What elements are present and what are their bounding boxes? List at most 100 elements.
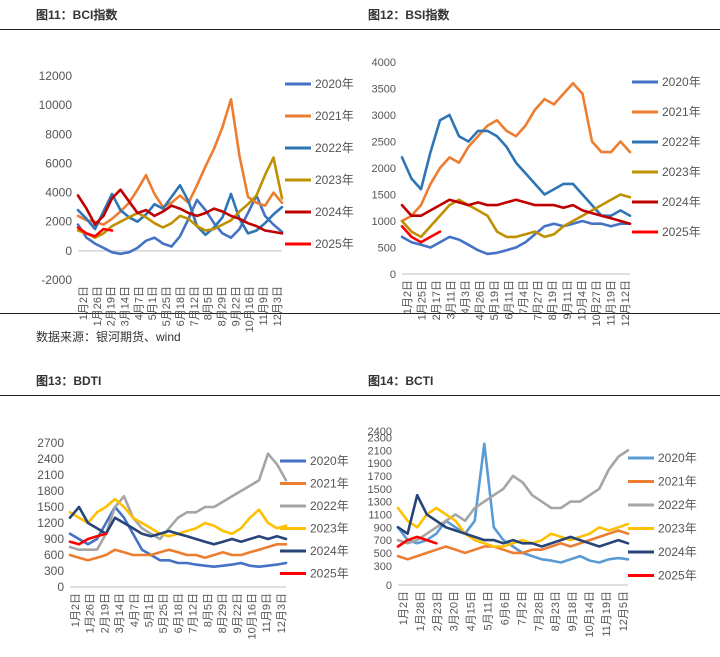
y-tick-label: 700 xyxy=(374,535,392,547)
y-tick-label: 12000 xyxy=(39,69,73,83)
x-tick-label: 8月23日 xyxy=(550,591,562,631)
chart-title-bsi: 图12：BSI指数 xyxy=(368,8,450,22)
y-tick-label: 1500 xyxy=(368,484,392,496)
y-tick-label: 2100 xyxy=(368,445,392,457)
y-tick-label: 1100 xyxy=(368,509,392,521)
series-line-3 xyxy=(396,506,630,548)
series-line-3 xyxy=(76,156,284,239)
x-tick-label: 7月12日 xyxy=(188,593,200,633)
legend-label: 2025年 xyxy=(658,569,697,583)
y-tick-label: 0 xyxy=(390,269,396,281)
y-tick-label: 2500 xyxy=(372,137,396,149)
x-tick-label: 9月11日 xyxy=(562,280,574,320)
bcti-chart: 0 300500700900110013001500170019002100230… xyxy=(368,426,697,637)
x-tick-label: 2月17日 xyxy=(431,280,443,320)
legend-label: 2025年 xyxy=(662,225,701,239)
y-tick-label: 1200 xyxy=(37,516,64,530)
y-tick-label: 8000 xyxy=(45,127,72,141)
y-tick-label: 2000 xyxy=(372,163,396,175)
legend-label: 2020年 xyxy=(310,454,349,468)
x-tick-label: 9月18日 xyxy=(567,591,579,631)
data-source-note: 数据来源：银河期货、wind xyxy=(36,330,181,344)
x-tick-label: 1月2日 xyxy=(78,286,90,320)
lower-rule xyxy=(0,395,720,396)
y-tick-label: 500 xyxy=(374,548,392,560)
y-tick-label: 0 xyxy=(57,580,64,594)
x-tick-label: 5月19日 xyxy=(489,280,501,320)
y-tick-label: 900 xyxy=(44,532,64,546)
series-line-5 xyxy=(76,226,114,238)
y-tick-label: 6000 xyxy=(45,156,72,170)
y-tick-label: 500 xyxy=(378,243,396,255)
x-tick-label: 12月5日 xyxy=(618,591,630,631)
y-tick-label: 3000 xyxy=(372,110,396,122)
x-tick-label: 7月12日 xyxy=(189,286,201,326)
x-tick-label: 4月26日 xyxy=(475,280,487,320)
series-line-4 xyxy=(400,198,632,225)
legend-label: 2020年 xyxy=(662,75,701,89)
x-tick-label: 8月5日 xyxy=(202,593,214,627)
x-tick-label: 5月11日 xyxy=(483,591,495,631)
legend-label: 2022年 xyxy=(315,141,354,155)
chart-title-bci: 图11：BCI指数 xyxy=(36,8,118,22)
x-tick-label: 3月14日 xyxy=(114,593,126,633)
series-line-1 xyxy=(396,529,630,561)
x-tick-label: 8月29日 xyxy=(217,593,229,633)
y-tick-label: 2100 xyxy=(37,468,64,482)
x-tick-label: 4月3日 xyxy=(460,280,472,314)
series-line-4 xyxy=(396,493,630,548)
x-tick-label: 6月18日 xyxy=(173,593,185,633)
x-tick-label: 9月22日 xyxy=(230,286,242,326)
legend-label: 2025年 xyxy=(310,567,349,581)
x-tick-label: 11月9日 xyxy=(258,286,270,326)
series-line-0 xyxy=(76,194,284,256)
legend-label: 2024年 xyxy=(315,205,354,219)
legend-label: 2023年 xyxy=(315,173,354,187)
y-tick-label: 300 xyxy=(44,564,64,578)
series-line-2 xyxy=(400,113,632,217)
x-tick-label: 5月1日 xyxy=(143,593,155,627)
x-tick-label: 4月15日 xyxy=(466,591,478,631)
middle-rule xyxy=(0,313,720,314)
x-tick-label: 10月16日 xyxy=(244,286,256,332)
x-tick-label: 9月22日 xyxy=(232,593,244,633)
x-tick-label: 7月28日 xyxy=(533,591,545,631)
x-tick-label: 11月19日 xyxy=(605,280,617,326)
legend-label: 2020年 xyxy=(658,451,697,465)
x-tick-label: 12月3日 xyxy=(276,593,288,633)
series-line-1 xyxy=(400,81,632,223)
y-tick-label: 1500 xyxy=(372,190,396,202)
x-tick-label: 2月23日 xyxy=(432,591,444,631)
x-tick-label: 1月2日 xyxy=(398,591,410,625)
x-tick-label: 2月19日 xyxy=(106,286,118,326)
x-tick-label: 1月26日 xyxy=(92,286,104,326)
y-tick-label: 2400 xyxy=(368,426,392,438)
x-tick-label: 11月9日 xyxy=(261,593,273,633)
legend-label: 2023年 xyxy=(658,522,697,536)
y-tick-label: 900 xyxy=(374,522,392,534)
x-tick-label: 7月27日 xyxy=(533,280,545,320)
series-line-2 xyxy=(76,184,284,237)
bsi-chart: 0 500 1000 1500 2000 2500 3000 3500 4000 1月2日 1月25… xyxy=(372,57,701,326)
x-tick-label: 6月11日 xyxy=(504,280,516,320)
x-tick-label: 5月25日 xyxy=(158,593,170,633)
x-tick-label: 12月3日 xyxy=(272,286,284,326)
y-tick-label: 2400 xyxy=(37,452,64,466)
x-tick-label: 10月16日 xyxy=(246,593,258,639)
series-line-1 xyxy=(68,543,288,562)
legend-label: 2021年 xyxy=(658,475,697,489)
x-tick-label: 1月26日 xyxy=(85,593,97,633)
legend-label: 2024年 xyxy=(310,544,349,558)
y-tick-label: 0 xyxy=(65,244,72,258)
x-tick-label: 6月18日 xyxy=(175,286,187,326)
legend-label: 2024年 xyxy=(658,545,697,559)
legend-label: 2025年 xyxy=(315,237,354,251)
x-tick-label: 10月14日 xyxy=(584,591,596,637)
chart-title-bdti: 图13：BDTI xyxy=(36,374,102,388)
legend-label: 2021年 xyxy=(310,477,349,491)
x-tick-label: 8月19日 xyxy=(547,280,559,320)
x-tick-label: 12月12日 xyxy=(620,280,632,326)
x-tick-label: 1月2日 xyxy=(402,280,414,314)
series-line-4 xyxy=(76,188,284,235)
y-tick-label: 1000 xyxy=(372,216,396,228)
